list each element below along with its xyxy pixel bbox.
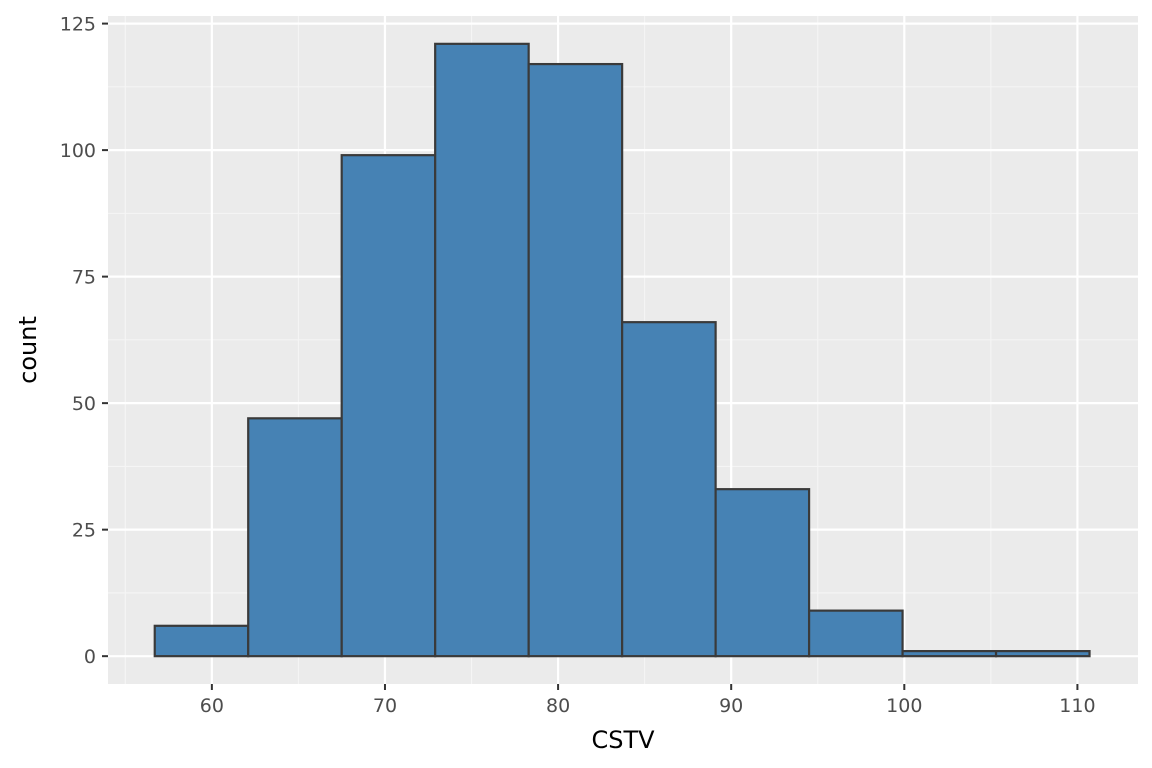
x-tick-label: 70 xyxy=(373,695,397,717)
histogram-bar xyxy=(994,650,1091,658)
x-tick-label: 60 xyxy=(200,695,224,717)
y-axis: 0 25 50 75 100 125 xyxy=(60,14,108,668)
histogram-bar xyxy=(340,154,437,658)
y-tick-label: 75 xyxy=(72,267,96,289)
y-tick-label: 100 xyxy=(60,140,96,162)
histogram-bar xyxy=(153,624,250,658)
histogram-bar xyxy=(621,321,717,658)
histogram-bar xyxy=(807,609,904,658)
y-tick-label: 0 xyxy=(84,646,96,668)
histogram-bar xyxy=(714,488,811,658)
x-tick-label: 90 xyxy=(719,695,743,717)
y-tick-label: 125 xyxy=(60,14,96,36)
histogram-bar xyxy=(247,417,343,658)
x-axis: 60 70 80 90 100 110 xyxy=(200,684,1096,717)
histogram-bar xyxy=(527,62,624,658)
y-tick-label: 25 xyxy=(72,520,96,542)
y-tick-label: 50 xyxy=(72,393,96,415)
x-tick-label: 100 xyxy=(886,695,922,717)
histogram-bars xyxy=(153,42,1091,658)
histogram-bar xyxy=(901,650,998,658)
histogram-bar xyxy=(434,42,530,658)
x-tick-label: 110 xyxy=(1059,695,1095,717)
x-axis-title: CSTV xyxy=(591,726,655,754)
x-tick-label: 80 xyxy=(546,695,570,717)
y-axis-title: count xyxy=(14,316,42,384)
